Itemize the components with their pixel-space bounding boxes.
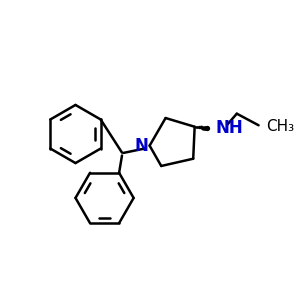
Text: NH: NH [215, 119, 243, 137]
Text: N: N [134, 136, 148, 154]
Text: CH₃: CH₃ [266, 119, 294, 134]
